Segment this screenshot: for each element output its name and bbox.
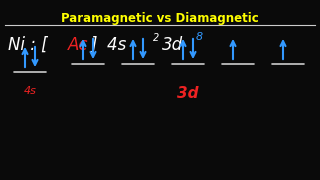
Text: Ni : [: Ni : [: [8, 36, 48, 54]
Text: Paramagnetic vs Diamagnetic: Paramagnetic vs Diamagnetic: [61, 12, 259, 25]
Text: 2: 2: [153, 33, 159, 43]
Text: 4s: 4s: [24, 86, 36, 96]
Text: 3d: 3d: [162, 36, 183, 54]
Text: Ac: Ac: [68, 36, 89, 54]
Text: 3d: 3d: [177, 86, 199, 101]
Text: 8: 8: [196, 32, 203, 42]
Text: ]  4s: ] 4s: [91, 36, 127, 54]
